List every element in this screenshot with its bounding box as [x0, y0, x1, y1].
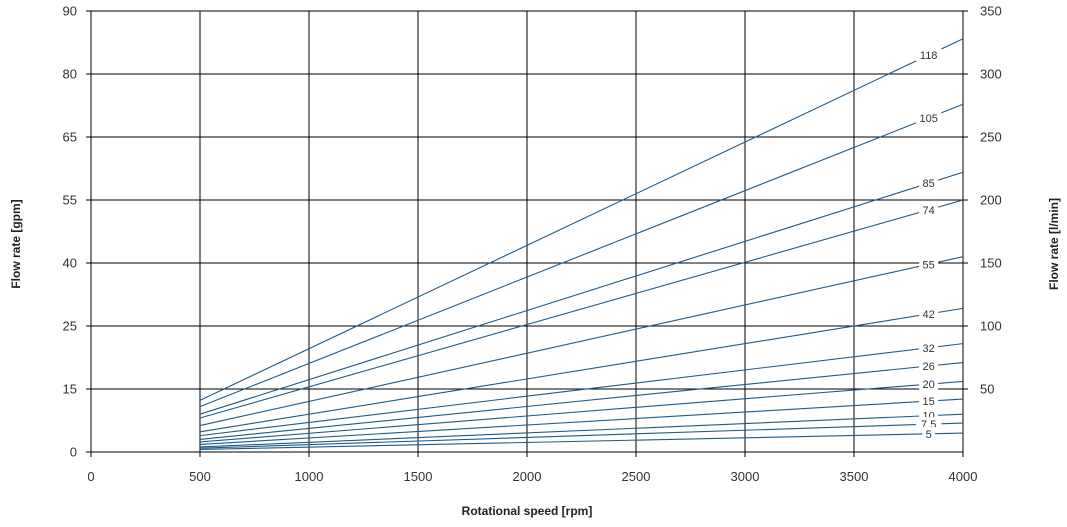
series-label-bg	[919, 340, 939, 354]
series-line-85	[199, 171, 964, 415]
x-axis-ticks: 0 500 1000 1500 2000 2500 3000 3500 4000	[87, 452, 977, 484]
grid	[90, 10, 964, 453]
series-label-42: 42	[923, 309, 935, 321]
series-line-7,5	[199, 422, 964, 449]
series-line-118	[199, 38, 964, 401]
series-label-bg	[919, 358, 939, 372]
x-tick-label: 500	[189, 469, 211, 484]
y-right-tick-label: 200	[980, 193, 1002, 208]
y-right-tick-label: 150	[980, 256, 1002, 271]
y-axis-right-title: Flow rate [l/min]	[1047, 198, 1061, 290]
y-right-tick-label: 250	[980, 130, 1002, 145]
y-left-tick-label: 55	[63, 193, 77, 208]
y-left-tick-label: 40	[63, 256, 77, 271]
series-label-bg	[919, 176, 939, 190]
y-right-tick-label: 350	[980, 4, 1002, 19]
series-label-bg	[919, 202, 939, 216]
y-left-tick-label: 80	[63, 67, 77, 82]
y-right-tick-label: 100	[980, 319, 1002, 334]
series-lines	[199, 38, 964, 451]
series-line-20	[199, 380, 964, 443]
x-tick-label: 3500	[840, 469, 869, 484]
x-axis-title: Rotational speed [rpm]	[462, 504, 593, 518]
y-axis-right-ticks: 50 100 150 200 250 300 350	[963, 4, 1002, 397]
y-axis-left-ticks: 0 15 25 40 55 65 80 90	[63, 4, 91, 460]
series-line-5	[199, 432, 964, 451]
series-label-32: 32	[923, 343, 935, 355]
series-line-10	[199, 413, 964, 448]
series-label-118: 118	[920, 50, 938, 62]
series-line-55	[199, 256, 964, 427]
x-tick-label: 3000	[731, 469, 760, 484]
x-tick-label: 2500	[622, 469, 651, 484]
series-label-5: 5	[926, 429, 932, 441]
series-label-bg	[919, 306, 939, 320]
series-label-bg	[915, 110, 942, 124]
series-label-bg	[919, 257, 939, 271]
y-left-tick-label: 90	[63, 4, 77, 19]
y-left-tick-label: 0	[70, 445, 77, 460]
series-line-42	[199, 307, 964, 433]
series-label-85: 85	[923, 178, 935, 190]
series-label-74: 74	[923, 205, 935, 217]
series-label-55: 55	[923, 259, 935, 271]
x-tick-label: 2000	[513, 469, 542, 484]
y-axis-left-title: Flow rate [gpm]	[9, 199, 23, 288]
y-right-tick-label: 50	[980, 382, 994, 397]
y-left-tick-label: 65	[63, 130, 77, 145]
x-tick-label: 4000	[949, 469, 978, 484]
x-tick-label: 0	[87, 469, 94, 484]
x-tick-label: 1000	[295, 469, 324, 484]
x-tick-label: 1500	[404, 469, 433, 484]
series-label-20: 20	[923, 379, 935, 391]
series-line-32	[199, 343, 964, 437]
series-label-bg	[919, 377, 939, 391]
series-label-105: 105	[919, 113, 937, 125]
series-label-bg	[919, 394, 939, 408]
y-left-tick-label: 15	[63, 382, 77, 397]
series-label-bg	[915, 47, 942, 61]
series-label-bg	[922, 426, 935, 440]
series-label-bg	[915, 417, 942, 431]
series-label-26: 26	[923, 361, 935, 373]
series-line-15	[199, 398, 964, 445]
series-line-26	[199, 361, 964, 440]
series-line-105	[199, 103, 964, 408]
series-line-74	[199, 199, 964, 419]
series-label-15: 15	[923, 396, 935, 408]
y-right-tick-label: 300	[980, 67, 1002, 82]
y-left-tick-label: 25	[63, 319, 77, 334]
